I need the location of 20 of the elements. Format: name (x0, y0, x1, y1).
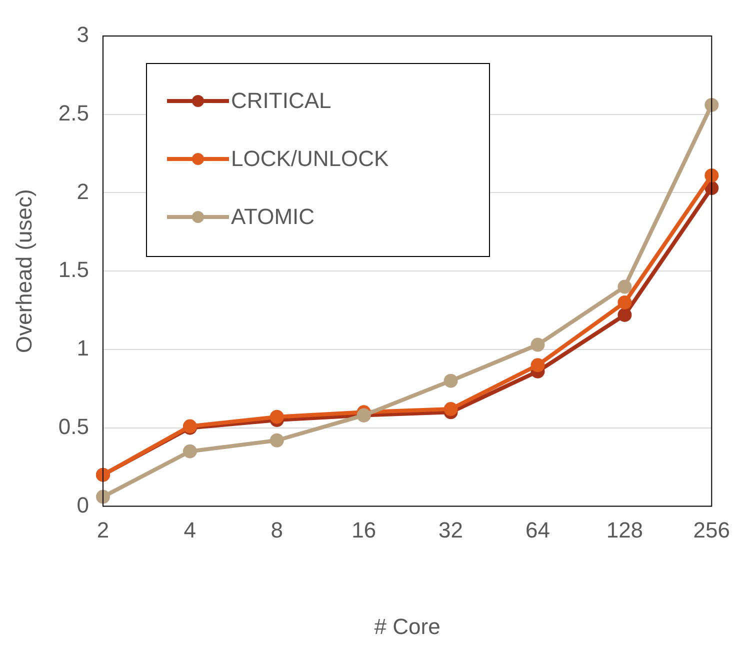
y-tick-label: 0.5 (58, 414, 89, 439)
y-axis-title: Overhead (usec) (11, 189, 36, 354)
x-tick-label: 2 (96, 517, 110, 542)
y-tick-label: 2.5 (58, 100, 89, 126)
x-tick-label: 128 (606, 517, 644, 542)
x-axis-title: # Core (374, 614, 440, 639)
y-tick-label: 1.5 (58, 257, 89, 282)
x-tick-label: 32 (438, 517, 464, 542)
x-tick-label: 64 (526, 517, 550, 542)
x-tick-label: 256 (693, 517, 730, 542)
y-tick-label: 0 (76, 492, 89, 518)
x-tick-label: 16 (352, 517, 376, 542)
x-tick-label: 4 (184, 517, 196, 542)
legend-label: LOCK/UNLOCK (231, 146, 389, 172)
x-tick-label: 8 (270, 517, 284, 542)
legend-label: CRITICAL (231, 88, 332, 114)
y-tick-label: 2 (76, 178, 89, 204)
y-tick-label: 3 (76, 22, 89, 48)
legend-label: ATOMIC (231, 204, 315, 230)
y-tick-label: 1 (76, 336, 89, 361)
